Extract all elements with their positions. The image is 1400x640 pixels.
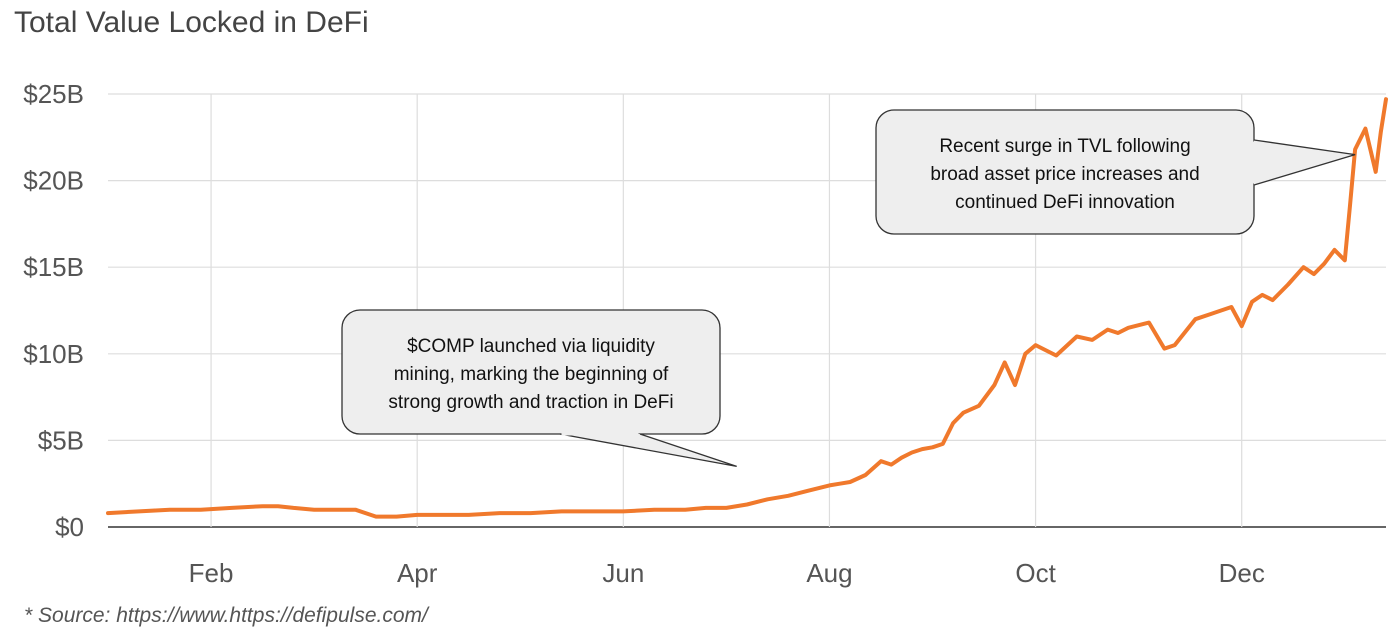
annotation-2-line-2: broad asset price increases and xyxy=(930,164,1199,185)
tvl-series-line xyxy=(106,97,1388,519)
horizontal-gridlines xyxy=(108,93,1386,528)
x-tick-label-3: Aug xyxy=(806,558,852,588)
annotation-1-line-1: $COMP launched via liquidity xyxy=(407,336,655,357)
y-axis-tick-labels: $0 $5B $10B $15B $20B $25B xyxy=(23,79,84,542)
x-tick-label-0: Feb xyxy=(189,558,234,588)
annotation-2-line-3: continued DeFi innovation xyxy=(955,192,1175,213)
annotation-1-line-3: strong growth and traction in DeFi xyxy=(388,392,673,413)
x-tick-label-5: Dec xyxy=(1219,558,1265,588)
chart-title: Total Value Locked in DeFi xyxy=(14,6,369,39)
annotation-callout-2: Recent surge in TVL following broad asset… xyxy=(875,109,1356,235)
source-footnote: * Source: https://www.https://defipulse.… xyxy=(24,604,428,627)
x-tick-label-4: Oct xyxy=(1015,558,1056,588)
x-axis-tick-labels: Feb Apr Jun Aug Oct Dec xyxy=(189,558,1265,588)
tvl-line-chart: $0 $5B $10B $15B $20B $25B Feb Apr Jun Aug Oct Dec… xyxy=(23,79,1388,588)
y-tick-label-1: $5B xyxy=(38,425,84,455)
annotation-box-1 xyxy=(341,309,721,435)
annotation-pointer-2 xyxy=(1253,139,1356,186)
y-tick-label-3: $15B xyxy=(23,252,84,282)
x-tick-label-1: Apr xyxy=(397,558,438,588)
annotation-2-line-1: Recent surge in TVL following xyxy=(939,136,1190,157)
y-tick-label-0: $0 xyxy=(55,512,84,542)
x-tick-label-2: Jun xyxy=(602,558,644,588)
y-tick-label-5: $25B xyxy=(23,79,84,109)
annotation-callout-1: $COMP launched via liquidity mining, mark… xyxy=(341,309,737,468)
chart-annotations: $COMP launched via liquidity mining, mark… xyxy=(341,109,1356,468)
y-tick-label-4: $20B xyxy=(23,166,84,196)
annotation-pointer-1 xyxy=(559,433,737,468)
annotation-1-line-2: mining, marking the beginning of xyxy=(394,364,669,385)
y-tick-label-2: $10B xyxy=(23,339,84,369)
